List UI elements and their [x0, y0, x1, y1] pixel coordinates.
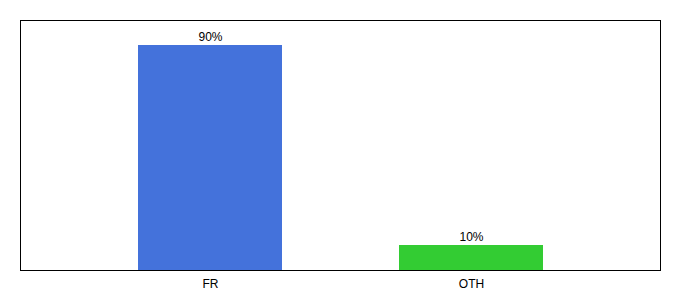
- svg-text:10%: 10%: [459, 230, 483, 244]
- svg-text:FR: FR: [203, 277, 219, 291]
- svg-text:90%: 90%: [198, 30, 222, 44]
- svg-text:OTH: OTH: [459, 277, 484, 291]
